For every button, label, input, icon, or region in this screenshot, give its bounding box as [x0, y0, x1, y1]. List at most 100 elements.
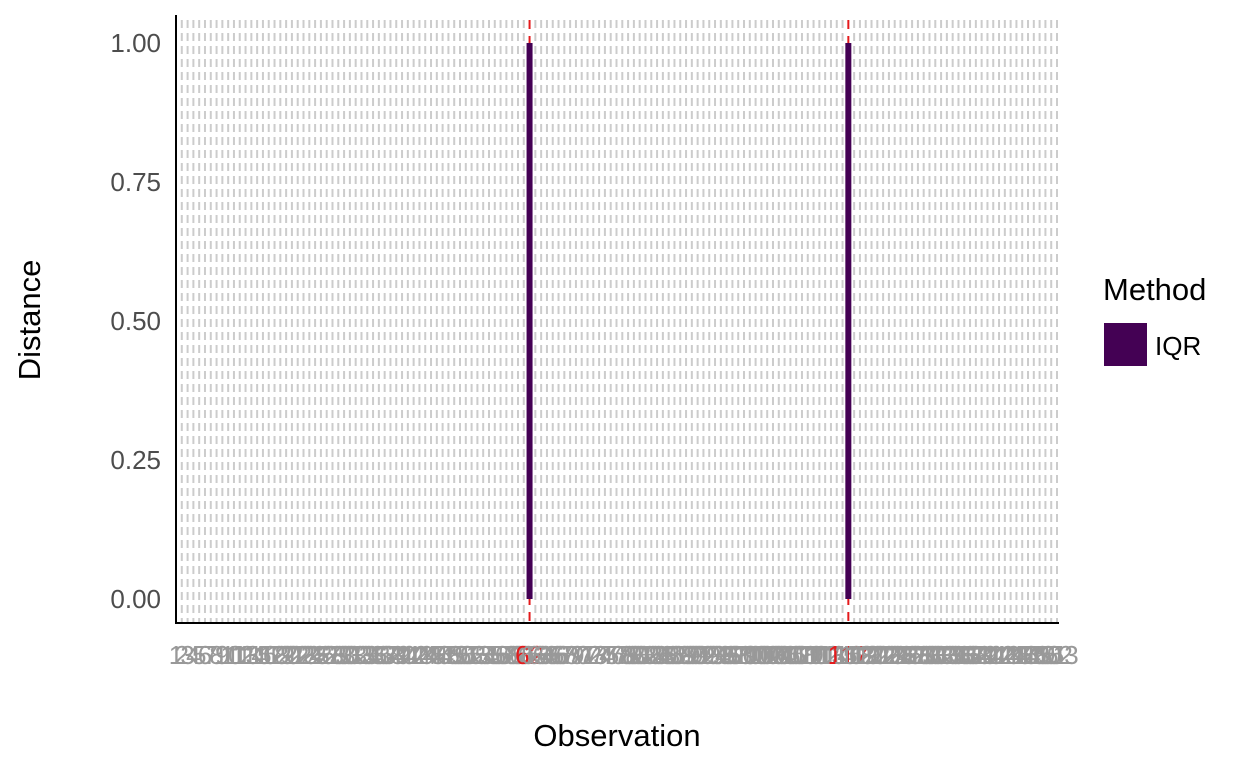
x-tick-label-61: 61	[509, 640, 538, 670]
x-tick-label-143: 143	[977, 640, 1020, 670]
x-tick-label-30: 30	[330, 640, 359, 670]
x-tick-label-43: 43	[405, 640, 434, 670]
x-tick-label-78: 78	[608, 640, 637, 670]
x-tick-label-80: 80	[619, 640, 648, 670]
y-axis-ticks: 0.00 0.25 0.50 0.75 1.00	[110, 28, 161, 614]
x-tick-label-115: 115	[816, 640, 857, 670]
x-tick-label-81: 81	[625, 640, 654, 670]
x-tick-label-59: 59	[498, 640, 527, 670]
x-tick-label-116: 116	[822, 640, 863, 670]
x-tick-label-25: 25	[301, 640, 330, 670]
x-tick-label-140: 140	[960, 640, 1003, 670]
x-tick-label-129: 129	[896, 640, 939, 670]
x-tick-label-52: 52	[457, 640, 486, 670]
x-tick-label-19: 19	[266, 640, 295, 670]
y-tick-label-2: 0.50	[110, 306, 161, 336]
x-tick-label-76: 76	[596, 640, 625, 670]
x-tick-label-105: 105	[757, 640, 800, 670]
x-tick-label-147: 147	[1001, 640, 1044, 670]
x-tick-label-82: 82	[631, 640, 660, 670]
x-tick-label-49: 49	[440, 640, 469, 670]
x-tick-label-104: 104	[751, 640, 794, 670]
x-tick-label-32: 32	[341, 640, 370, 670]
x-tick-label-99: 99	[730, 640, 759, 670]
x-tick-label-97: 97	[718, 640, 747, 670]
x-tick-label-89: 89	[672, 640, 701, 670]
x-tick-label-117: 117	[828, 640, 869, 670]
x-tick-label-26: 26	[306, 640, 335, 670]
x-tick-label-18: 18	[260, 640, 289, 670]
x-tick-label-35: 35	[359, 640, 388, 670]
x-tick-label-6: 6	[198, 640, 212, 670]
x-tick-label-24: 24	[295, 640, 324, 670]
x-tick-label-102: 102	[740, 640, 783, 670]
x-tick-label-122: 122	[856, 640, 899, 670]
x-tick-label-28: 28	[318, 640, 347, 670]
x-tick-label-112: 112	[799, 640, 840, 670]
x-tick-label-125: 125	[873, 640, 916, 670]
x-tick-label-133: 133	[919, 640, 962, 670]
x-axis-title: Observation	[533, 718, 700, 753]
legend-key-iqr	[1104, 323, 1147, 366]
x-tick-label-74: 74	[585, 640, 614, 670]
x-tick-label-55: 55	[475, 640, 504, 670]
x-tick-label-151: 151	[1024, 640, 1067, 670]
x-tick-label-83: 83	[637, 640, 666, 670]
x-tick-label-51: 51	[451, 640, 480, 670]
x-tick-label-7: 7	[204, 640, 218, 670]
x-tick-label-98: 98	[724, 640, 753, 670]
x-tick-label-120: 120	[844, 640, 887, 670]
x-tick-label-4: 4	[186, 640, 200, 670]
x-tick-label-62: 62	[515, 640, 544, 670]
x-tick-label-20: 20	[272, 640, 301, 670]
y-tick-label-0: 0.00	[110, 584, 161, 614]
x-tick-label-107: 107	[769, 640, 812, 670]
x-tick-label-130: 130	[902, 640, 945, 670]
x-tick-label-37: 37	[370, 640, 399, 670]
x-tick-label-2: 2	[175, 640, 189, 670]
x-tick-label-139: 139	[954, 640, 997, 670]
x-tick-label-22: 22	[283, 640, 312, 670]
x-tick-label-13: 13	[231, 640, 260, 670]
x-tick-label-23: 23	[289, 640, 318, 670]
x-tick-label-15: 15	[243, 640, 272, 670]
x-tick-label-148: 148	[1006, 640, 1049, 670]
x-tick-label-79: 79	[614, 640, 643, 670]
x-tick-label-126: 126	[879, 640, 922, 670]
x-tick-label-145: 145	[989, 640, 1032, 670]
x-tick-label-94: 94	[701, 640, 730, 670]
x-tick-label-63: 63	[521, 640, 550, 670]
x-tick-label-85: 85	[648, 640, 677, 670]
x-tick-label-123: 123	[861, 640, 904, 670]
x-tick-label-77: 77	[602, 640, 631, 670]
x-tick-label-73: 73	[579, 640, 608, 670]
x-tick-label-9: 9	[215, 640, 229, 670]
x-tick-label-95: 95	[706, 640, 735, 670]
distance-bars	[526, 43, 852, 599]
x-tick-label-33: 33	[347, 640, 376, 670]
x-tick-label-131: 131	[908, 640, 951, 670]
x-tick-label-87: 87	[660, 640, 689, 670]
x-tick-label-142: 142	[972, 640, 1015, 670]
y-tick-label-4: 1.00	[110, 28, 161, 58]
x-tick-label-103: 103	[746, 640, 789, 670]
grid-lines	[175, 20, 1058, 623]
x-tick-label-71: 71	[567, 640, 596, 670]
legend-label-iqr: IQR	[1155, 331, 1201, 361]
x-tick-label-111: 111	[794, 640, 834, 670]
x-tick-label-39: 39	[382, 640, 411, 670]
x-tick-label-34: 34	[353, 640, 382, 670]
x-tick-label-42: 42	[399, 640, 428, 670]
x-tick-label-149: 149	[1012, 640, 1055, 670]
x-tick-label-12: 12	[225, 640, 254, 670]
x-tick-label-14: 14	[237, 640, 266, 670]
x-tick-label-86: 86	[654, 640, 683, 670]
x-tick-label-68: 68	[550, 640, 579, 670]
x-tick-label-38: 38	[376, 640, 405, 670]
x-tick-label-113: 113	[804, 640, 845, 670]
x-tick-label-124: 124	[867, 640, 910, 670]
x-tick-label-67: 67	[544, 640, 573, 670]
x-tick-label-108: 108	[774, 640, 817, 670]
x-tick-label-56: 56	[480, 640, 509, 670]
